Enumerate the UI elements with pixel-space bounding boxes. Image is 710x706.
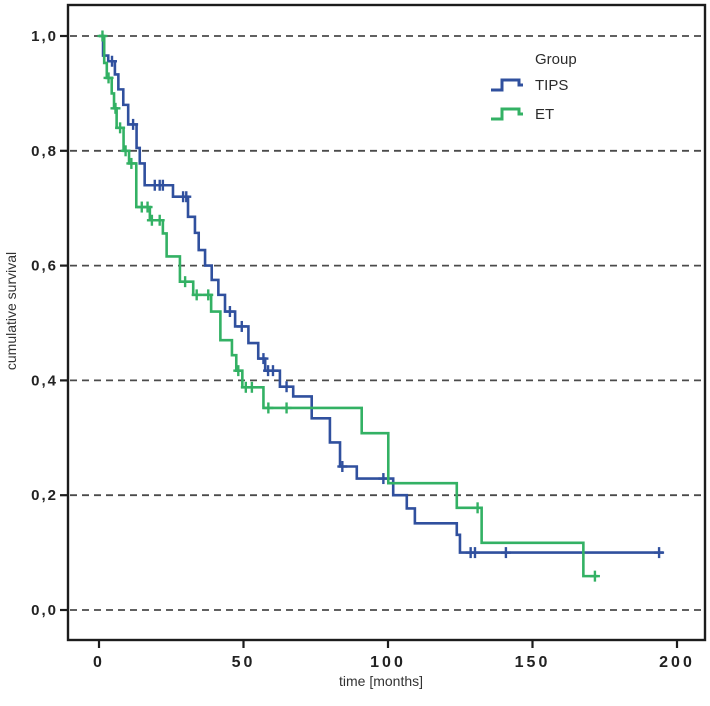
y-tick-label: 0,4	[31, 372, 58, 389]
censor-mark	[107, 55, 118, 67]
censor-mark	[258, 353, 269, 365]
y-tick-label: 0,6	[31, 258, 58, 275]
y-tick-label: 0,8	[31, 143, 58, 160]
series-layer	[97, 30, 665, 582]
censor-mark	[120, 145, 131, 157]
gridlines	[70, 35, 703, 611]
survival-curve-tips	[99, 34, 664, 554]
censor-mark	[236, 320, 247, 332]
censor-mark	[337, 461, 348, 472]
legend-entry-tips: TIPS	[491, 77, 568, 94]
censor-mark	[115, 122, 126, 134]
legend-entry-et: ET	[491, 106, 554, 123]
censor-mark	[203, 289, 214, 301]
censor-mark	[654, 547, 665, 559]
legend-entry-label: ET	[535, 106, 554, 123]
y-tick-label: 0,0	[31, 602, 58, 619]
censor-mark	[97, 30, 108, 42]
censor-mark	[500, 547, 511, 559]
x-tick-label: 0	[93, 654, 105, 671]
censor-mark	[263, 402, 274, 414]
censor-mark	[126, 157, 137, 169]
legend: Group TIPS ET	[491, 51, 577, 123]
censor-mark	[472, 502, 483, 514]
legend-swatch-tips	[491, 78, 523, 92]
censor-mark	[154, 214, 165, 226]
censor-mark	[469, 547, 480, 559]
plot-frame	[66, 3, 707, 642]
legend-swatch-et	[491, 107, 523, 121]
censor-mark	[142, 201, 153, 213]
censor-mark	[180, 276, 191, 288]
y-axis: 1,0 0,8 0,6 0,4 0,2 0,0	[31, 28, 68, 619]
censor-mark	[589, 570, 600, 582]
x-tick-label: 200	[659, 654, 695, 671]
censor-mark	[246, 381, 257, 393]
legend-entry-label: TIPS	[535, 77, 568, 94]
x-tick-label: 100	[370, 654, 406, 671]
y-tick-label: 1,0	[31, 28, 58, 45]
x-tick-label: 150	[515, 654, 551, 671]
censor-mark	[103, 72, 114, 84]
legend-entries: TIPS ET	[491, 77, 568, 123]
censor-mark	[378, 473, 389, 485]
x-axis: 0 50 100 150 200	[93, 640, 695, 671]
censor-mark	[281, 381, 292, 393]
series-tips	[99, 34, 665, 559]
legend-title: Group	[535, 51, 577, 68]
y-tick-label: 0,2	[31, 487, 58, 504]
censor-mark	[224, 306, 235, 318]
censor-mark	[267, 365, 278, 377]
censor-mark	[128, 118, 139, 130]
censor-mark	[110, 102, 121, 114]
y-axis-title: cumulative survival	[3, 252, 19, 370]
censor-mark	[191, 289, 202, 301]
x-tick-label: 50	[232, 654, 256, 671]
censor-mark	[281, 402, 292, 414]
censor-mark	[157, 179, 168, 191]
series-et	[97, 30, 600, 582]
censor-mark	[233, 365, 244, 377]
censor-mark	[181, 191, 192, 203]
x-axis-title: time [months]	[339, 673, 423, 689]
